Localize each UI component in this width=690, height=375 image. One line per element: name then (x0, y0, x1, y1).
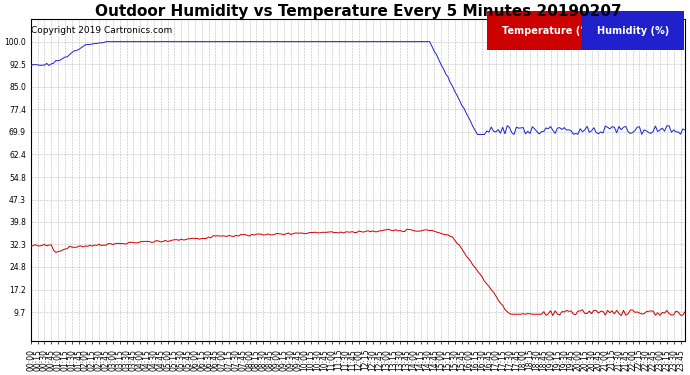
Text: Copyright 2019 Cartronics.com: Copyright 2019 Cartronics.com (32, 26, 173, 34)
Title: Outdoor Humidity vs Temperature Every 5 Minutes 20190207: Outdoor Humidity vs Temperature Every 5 … (95, 4, 621, 19)
Text: Temperature (°F): Temperature (°F) (502, 26, 596, 36)
Text: Humidity (%): Humidity (%) (597, 26, 669, 36)
